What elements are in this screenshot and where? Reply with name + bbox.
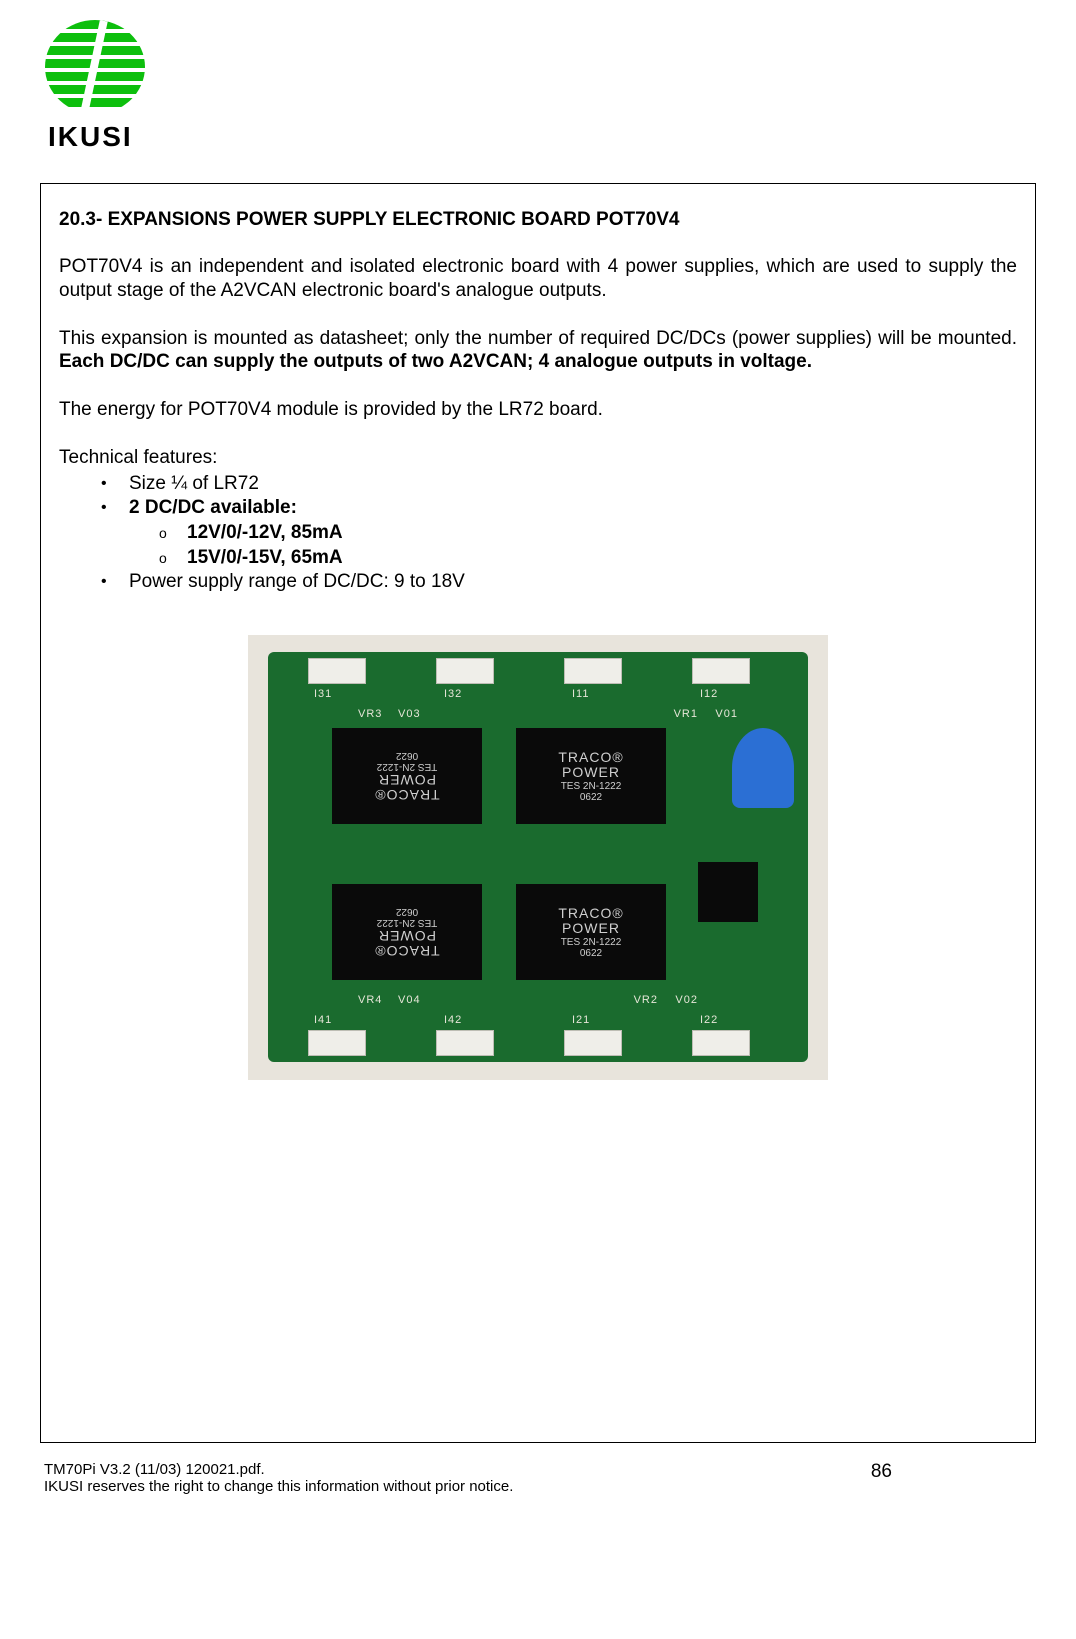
paragraph-1: POT70V4 is an independent and isolated e… <box>59 255 1017 303</box>
footer: TM70Pi V3.2 (11/03) 120021.pdf. IKUSI re… <box>40 1461 1036 1495</box>
connector <box>564 1030 622 1056</box>
silk-label: V03 <box>398 708 421 720</box>
footer-doc: TM70Pi V3.2 (11/03) 120021.pdf. <box>44 1461 513 1478</box>
silk-label: I31 <box>314 688 332 700</box>
silk-label: I21 <box>572 1014 590 1026</box>
silk-label: I11 <box>572 688 589 700</box>
footer-notice: IKUSI reserves the right to change this … <box>44 1478 513 1495</box>
connector <box>436 1030 494 1056</box>
list-item: 2 DC/DC available: 12V/0/-12V, 85mA 15V/… <box>129 496 1017 570</box>
ic-chip <box>698 862 758 922</box>
silk-label: I12 <box>700 688 718 700</box>
list-item: Size ¼ of LR72 <box>129 472 1017 497</box>
logo-icon <box>40 20 150 115</box>
connector <box>564 658 622 684</box>
content-box: 20.3- EXPANSIONS POWER SUPPLY ELECTRONIC… <box>40 183 1036 1443</box>
logo-text: IKUSI <box>48 121 1036 153</box>
section-title: 20.3- EXPANSIONS POWER SUPPLY ELECTRONIC… <box>59 209 1017 231</box>
board-photo: I31 I32 I11 I12 TRACO® POWER TES 2N-1222… <box>248 635 828 1080</box>
pcb: I31 I32 I11 I12 TRACO® POWER TES 2N-1222… <box>268 652 808 1062</box>
feature-list: Size ¼ of LR72 2 DC/DC available: 12V/0/… <box>59 472 1017 595</box>
capacitor <box>732 728 794 808</box>
silk-label: V02 <box>675 994 698 1006</box>
connector <box>436 658 494 684</box>
dc-dc-module: TRACO® POWER TES 2N-1222 0622 <box>516 728 666 824</box>
page-number: 86 <box>871 1461 1032 1495</box>
silk-label: V04 <box>398 994 421 1006</box>
silk-label: I32 <box>444 688 462 700</box>
list-item: Power supply range of DC/DC: 9 to 18V <box>129 570 1017 595</box>
dc-dc-module: TRACO® POWER TES 2N-1222 0622 <box>332 728 482 824</box>
paragraph-2b: Each DC/DC can supply the outputs of two… <box>59 351 812 372</box>
dc-dc-module: TRACO® POWER TES 2N-1222 0622 <box>516 884 666 980</box>
connector <box>692 658 750 684</box>
silk-label: V01 <box>715 708 738 720</box>
list-item: 15V/0/-15V, 65mA <box>187 546 1017 571</box>
list-item: 12V/0/-12V, 85mA <box>187 521 1017 546</box>
paragraph-2: This expansion is mounted as datasheet; … <box>59 327 1017 375</box>
technical-features-label: Technical features: <box>59 446 1017 470</box>
silk-label: VR1 <box>674 708 698 720</box>
silk-label: I41 <box>314 1014 332 1026</box>
silk-label: VR4 <box>358 994 382 1006</box>
connector <box>692 1030 750 1056</box>
footer-left: TM70Pi V3.2 (11/03) 120021.pdf. IKUSI re… <box>44 1461 513 1495</box>
silk-label: VR2 <box>634 994 658 1006</box>
paragraph-2a: This expansion is mounted as datasheet; … <box>59 328 1017 349</box>
silk-label: VR3 <box>358 708 382 720</box>
paragraph-3: The energy for POT70V4 module is provide… <box>59 398 1017 422</box>
silk-label: I42 <box>444 1014 462 1026</box>
connector <box>308 1030 366 1056</box>
logo: IKUSI <box>40 20 1036 153</box>
dc-dc-module: TRACO® POWER TES 2N-1222 0622 <box>332 884 482 980</box>
connector <box>308 658 366 684</box>
silk-label: I22 <box>700 1014 718 1026</box>
